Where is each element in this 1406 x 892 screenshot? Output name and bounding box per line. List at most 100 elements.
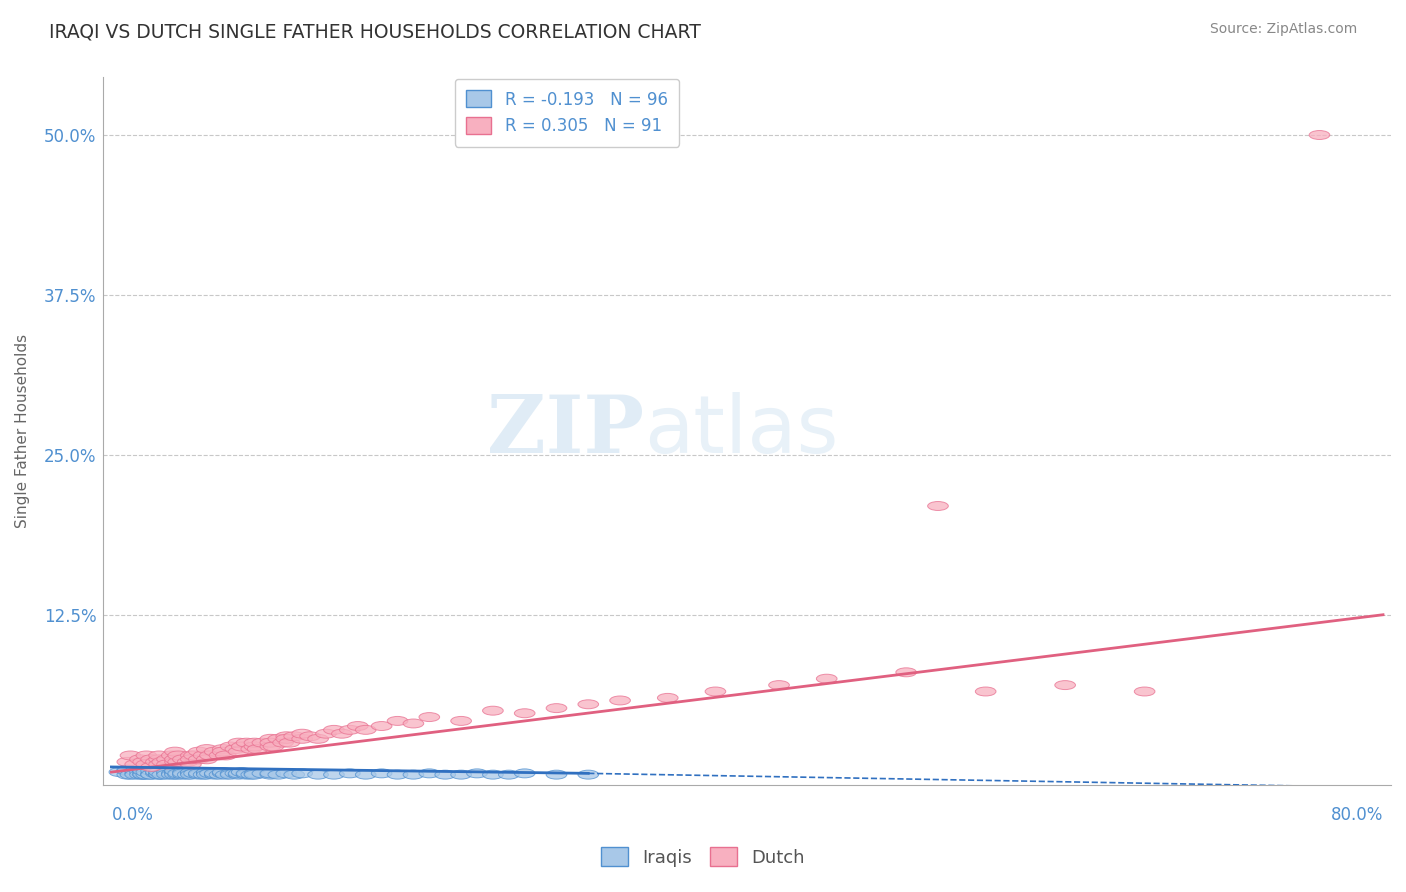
Ellipse shape [276,734,297,743]
Ellipse shape [578,700,599,709]
Ellipse shape [240,745,262,754]
Ellipse shape [316,730,336,739]
Text: 0.0%: 0.0% [111,806,153,824]
Ellipse shape [515,769,536,778]
Ellipse shape [299,731,321,740]
Ellipse shape [129,770,150,779]
Ellipse shape [212,769,233,778]
Ellipse shape [260,739,281,747]
Y-axis label: Single Father Households: Single Father Households [15,334,30,528]
Ellipse shape [125,760,146,769]
Ellipse shape [1309,130,1330,139]
Ellipse shape [188,747,209,756]
Ellipse shape [162,770,183,779]
Ellipse shape [141,763,162,772]
Ellipse shape [180,770,201,779]
Ellipse shape [197,768,217,777]
Ellipse shape [129,755,150,764]
Ellipse shape [156,755,177,764]
Ellipse shape [136,751,156,760]
Ellipse shape [263,742,284,751]
Ellipse shape [252,739,273,747]
Ellipse shape [419,769,440,778]
Ellipse shape [273,739,294,747]
Ellipse shape [180,755,201,764]
Ellipse shape [308,734,329,743]
Ellipse shape [323,725,344,734]
Ellipse shape [146,769,166,778]
Ellipse shape [200,769,221,778]
Ellipse shape [197,755,217,764]
Ellipse shape [120,751,141,760]
Ellipse shape [247,745,269,754]
Ellipse shape [125,770,146,779]
Ellipse shape [339,769,360,778]
Ellipse shape [136,768,156,777]
Ellipse shape [180,769,201,778]
Ellipse shape [260,769,281,778]
Ellipse shape [149,769,170,778]
Ellipse shape [215,770,236,779]
Ellipse shape [149,751,170,760]
Ellipse shape [228,769,249,778]
Ellipse shape [928,501,948,510]
Ellipse shape [141,770,162,779]
Ellipse shape [149,770,170,779]
Text: atlas: atlas [644,392,838,470]
Ellipse shape [120,770,141,779]
Ellipse shape [156,770,177,779]
Ellipse shape [110,768,129,777]
Ellipse shape [141,755,162,764]
Ellipse shape [152,770,173,779]
Ellipse shape [212,768,233,777]
Ellipse shape [136,760,156,769]
Ellipse shape [165,755,186,764]
Ellipse shape [228,770,249,779]
Ellipse shape [356,725,375,734]
Ellipse shape [184,751,204,760]
Ellipse shape [165,766,186,775]
Ellipse shape [269,734,288,743]
Ellipse shape [610,696,630,705]
Ellipse shape [165,770,186,779]
Ellipse shape [236,770,257,779]
Ellipse shape [419,713,440,722]
Ellipse shape [240,770,262,779]
Ellipse shape [245,769,264,778]
Ellipse shape [280,739,299,747]
Ellipse shape [232,742,252,751]
Ellipse shape [896,668,917,677]
Ellipse shape [260,742,281,751]
Ellipse shape [149,760,170,769]
Ellipse shape [132,770,153,779]
Ellipse shape [228,747,249,756]
Ellipse shape [152,757,173,766]
Ellipse shape [125,766,146,775]
Legend: Iraqis, Dutch: Iraqis, Dutch [593,840,813,874]
Ellipse shape [141,769,162,778]
Ellipse shape [546,704,567,713]
Text: 80.0%: 80.0% [1330,806,1384,824]
Ellipse shape [221,742,240,751]
Ellipse shape [260,770,281,779]
Ellipse shape [245,770,264,779]
Ellipse shape [228,739,249,747]
Ellipse shape [276,731,297,740]
Ellipse shape [356,770,375,779]
Ellipse shape [180,768,201,777]
Ellipse shape [197,769,217,778]
Ellipse shape [149,766,170,775]
Ellipse shape [1054,681,1076,690]
Ellipse shape [284,770,305,779]
Ellipse shape [156,769,177,778]
Ellipse shape [180,751,201,760]
Ellipse shape [276,769,297,778]
Ellipse shape [387,716,408,725]
Ellipse shape [204,769,225,778]
Ellipse shape [200,751,221,760]
Ellipse shape [141,770,162,779]
Ellipse shape [165,747,186,756]
Ellipse shape [482,706,503,715]
Ellipse shape [165,769,186,778]
Ellipse shape [149,768,170,777]
